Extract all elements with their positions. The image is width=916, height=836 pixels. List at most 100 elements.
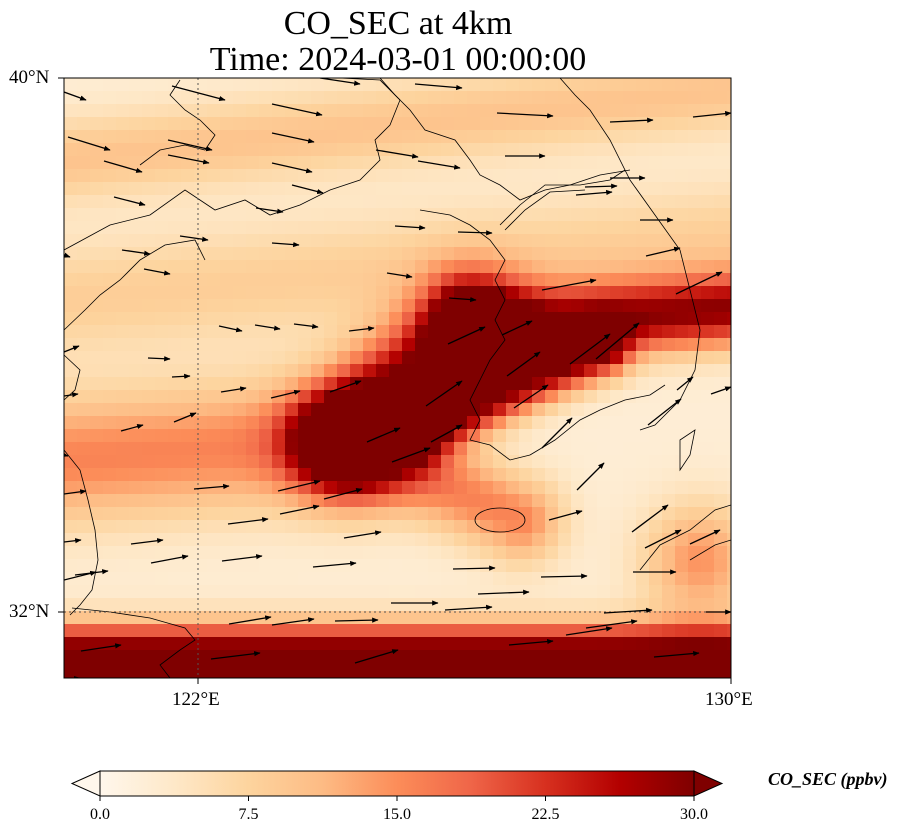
field-cell (194, 221, 208, 235)
field-cell (324, 585, 338, 599)
field-cell (142, 429, 156, 443)
field-cell (363, 104, 377, 118)
field-cell (246, 494, 260, 508)
field-cell (701, 520, 715, 534)
field-cell (324, 195, 338, 209)
field-cell (376, 299, 390, 313)
field-cell (298, 520, 312, 534)
field-cell (363, 273, 377, 287)
field-cell (454, 663, 468, 677)
field-cell (103, 364, 117, 378)
field-cell (532, 338, 546, 352)
field-cell (480, 533, 494, 547)
field-cell (428, 338, 442, 352)
wind-arrow (541, 417, 573, 449)
field-cell (519, 611, 533, 625)
field-cell (727, 104, 731, 118)
field-cell (272, 598, 286, 612)
field-cell (103, 676, 117, 678)
field-cell (311, 637, 325, 651)
wind-arrow (710, 386, 731, 395)
field-cell (285, 221, 299, 235)
field-cell (311, 234, 325, 248)
field-cell (337, 364, 351, 378)
field-cell (220, 572, 234, 586)
field-cell (103, 260, 117, 274)
field-cell (142, 468, 156, 482)
field-cell (90, 325, 104, 339)
field-cell (545, 637, 559, 651)
field-cell (259, 143, 273, 157)
field-cell (272, 169, 286, 183)
field-cell (571, 208, 585, 222)
field-cell (363, 416, 377, 430)
field-cell (129, 299, 143, 313)
field-cell (636, 637, 650, 651)
field-cell (233, 585, 247, 599)
field-cell (90, 312, 104, 326)
field-cell (311, 585, 325, 599)
field-cell (129, 533, 143, 547)
field-cell (389, 572, 403, 586)
field-cell (233, 390, 247, 404)
field-cell (402, 429, 416, 443)
field-cell (350, 611, 364, 625)
field-cell (272, 117, 286, 131)
field-cell (233, 286, 247, 300)
field-cell (610, 299, 624, 313)
field-cell (519, 481, 533, 495)
field-cell (402, 234, 416, 248)
field-cell (532, 104, 546, 118)
field-cell (415, 481, 429, 495)
field-cell (493, 598, 507, 612)
field-cell (155, 169, 169, 183)
field-cell (558, 468, 572, 482)
field-cell (272, 559, 286, 573)
field-cell (376, 338, 390, 352)
field-cell (220, 351, 234, 365)
field-cell (103, 650, 117, 664)
wind-arrow (417, 160, 461, 170)
field-cell (233, 299, 247, 313)
field-cell (77, 156, 91, 170)
field-cell (623, 520, 637, 534)
field-cell (324, 455, 338, 469)
field-cell (350, 156, 364, 170)
field-cell (220, 507, 234, 521)
field-cell (233, 117, 247, 131)
field-cell (337, 312, 351, 326)
field-cell (610, 195, 624, 209)
field-cell (363, 143, 377, 157)
wind-arrow (271, 241, 300, 248)
field-cell (402, 507, 416, 521)
field-cell (623, 156, 637, 170)
field-cell (467, 130, 481, 144)
field-cell (415, 533, 429, 547)
field-cell (558, 481, 572, 495)
field-cell (259, 403, 273, 417)
field-cell (324, 494, 338, 508)
field-cell (415, 156, 429, 170)
field-cell (571, 455, 585, 469)
field-cell (168, 585, 182, 599)
field-cell (571, 624, 585, 638)
field-cell (116, 637, 130, 651)
field-cell (727, 273, 731, 287)
field-cell (467, 624, 481, 638)
field-cell (506, 416, 520, 430)
field-cell (376, 559, 390, 573)
field-cell (64, 117, 78, 131)
field-cell (220, 156, 234, 170)
field-cell (506, 468, 520, 482)
field-cell (155, 403, 169, 417)
field-cell (467, 650, 481, 664)
field-cell (142, 286, 156, 300)
field-cell (493, 338, 507, 352)
field-cell (77, 442, 91, 456)
field-cell (441, 403, 455, 417)
field-cell (155, 104, 169, 118)
field-cell (350, 273, 364, 287)
field-cell (441, 312, 455, 326)
field-cell (246, 442, 260, 456)
field-cell (129, 663, 143, 677)
